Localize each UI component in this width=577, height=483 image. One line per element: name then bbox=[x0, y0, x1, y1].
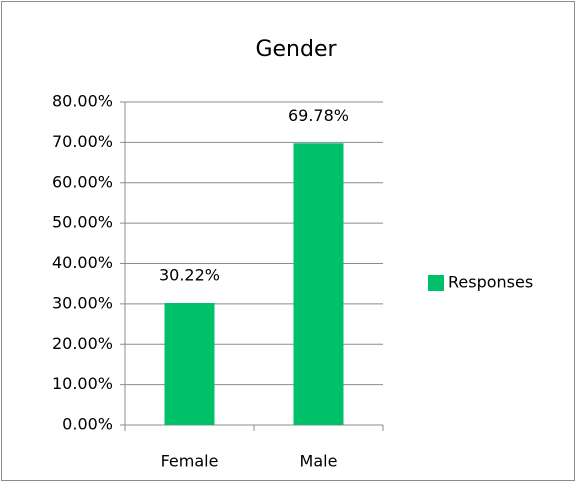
x-tick-label: Female bbox=[161, 452, 219, 471]
y-tick-label: 20.00% bbox=[52, 334, 113, 353]
data-label: 30.22% bbox=[159, 265, 220, 284]
chart-title: Gender bbox=[255, 37, 337, 62]
y-tick-label: 60.00% bbox=[52, 172, 113, 191]
bar bbox=[164, 302, 215, 425]
y-tick-label: 80.00% bbox=[52, 92, 113, 111]
legend-label: Responses bbox=[448, 273, 533, 292]
bar bbox=[293, 143, 344, 425]
legend-swatch bbox=[428, 275, 444, 291]
y-tick-label: 30.00% bbox=[52, 293, 113, 312]
data-label: 69.78% bbox=[288, 106, 349, 125]
y-tick-label: 0.00% bbox=[62, 415, 113, 434]
y-tick-label: 50.00% bbox=[52, 213, 113, 232]
y-tick-label: 10.00% bbox=[52, 374, 113, 393]
y-tick-label: 40.00% bbox=[52, 253, 113, 272]
y-tick-label: 70.00% bbox=[52, 132, 113, 151]
x-tick-label: Male bbox=[300, 452, 338, 471]
